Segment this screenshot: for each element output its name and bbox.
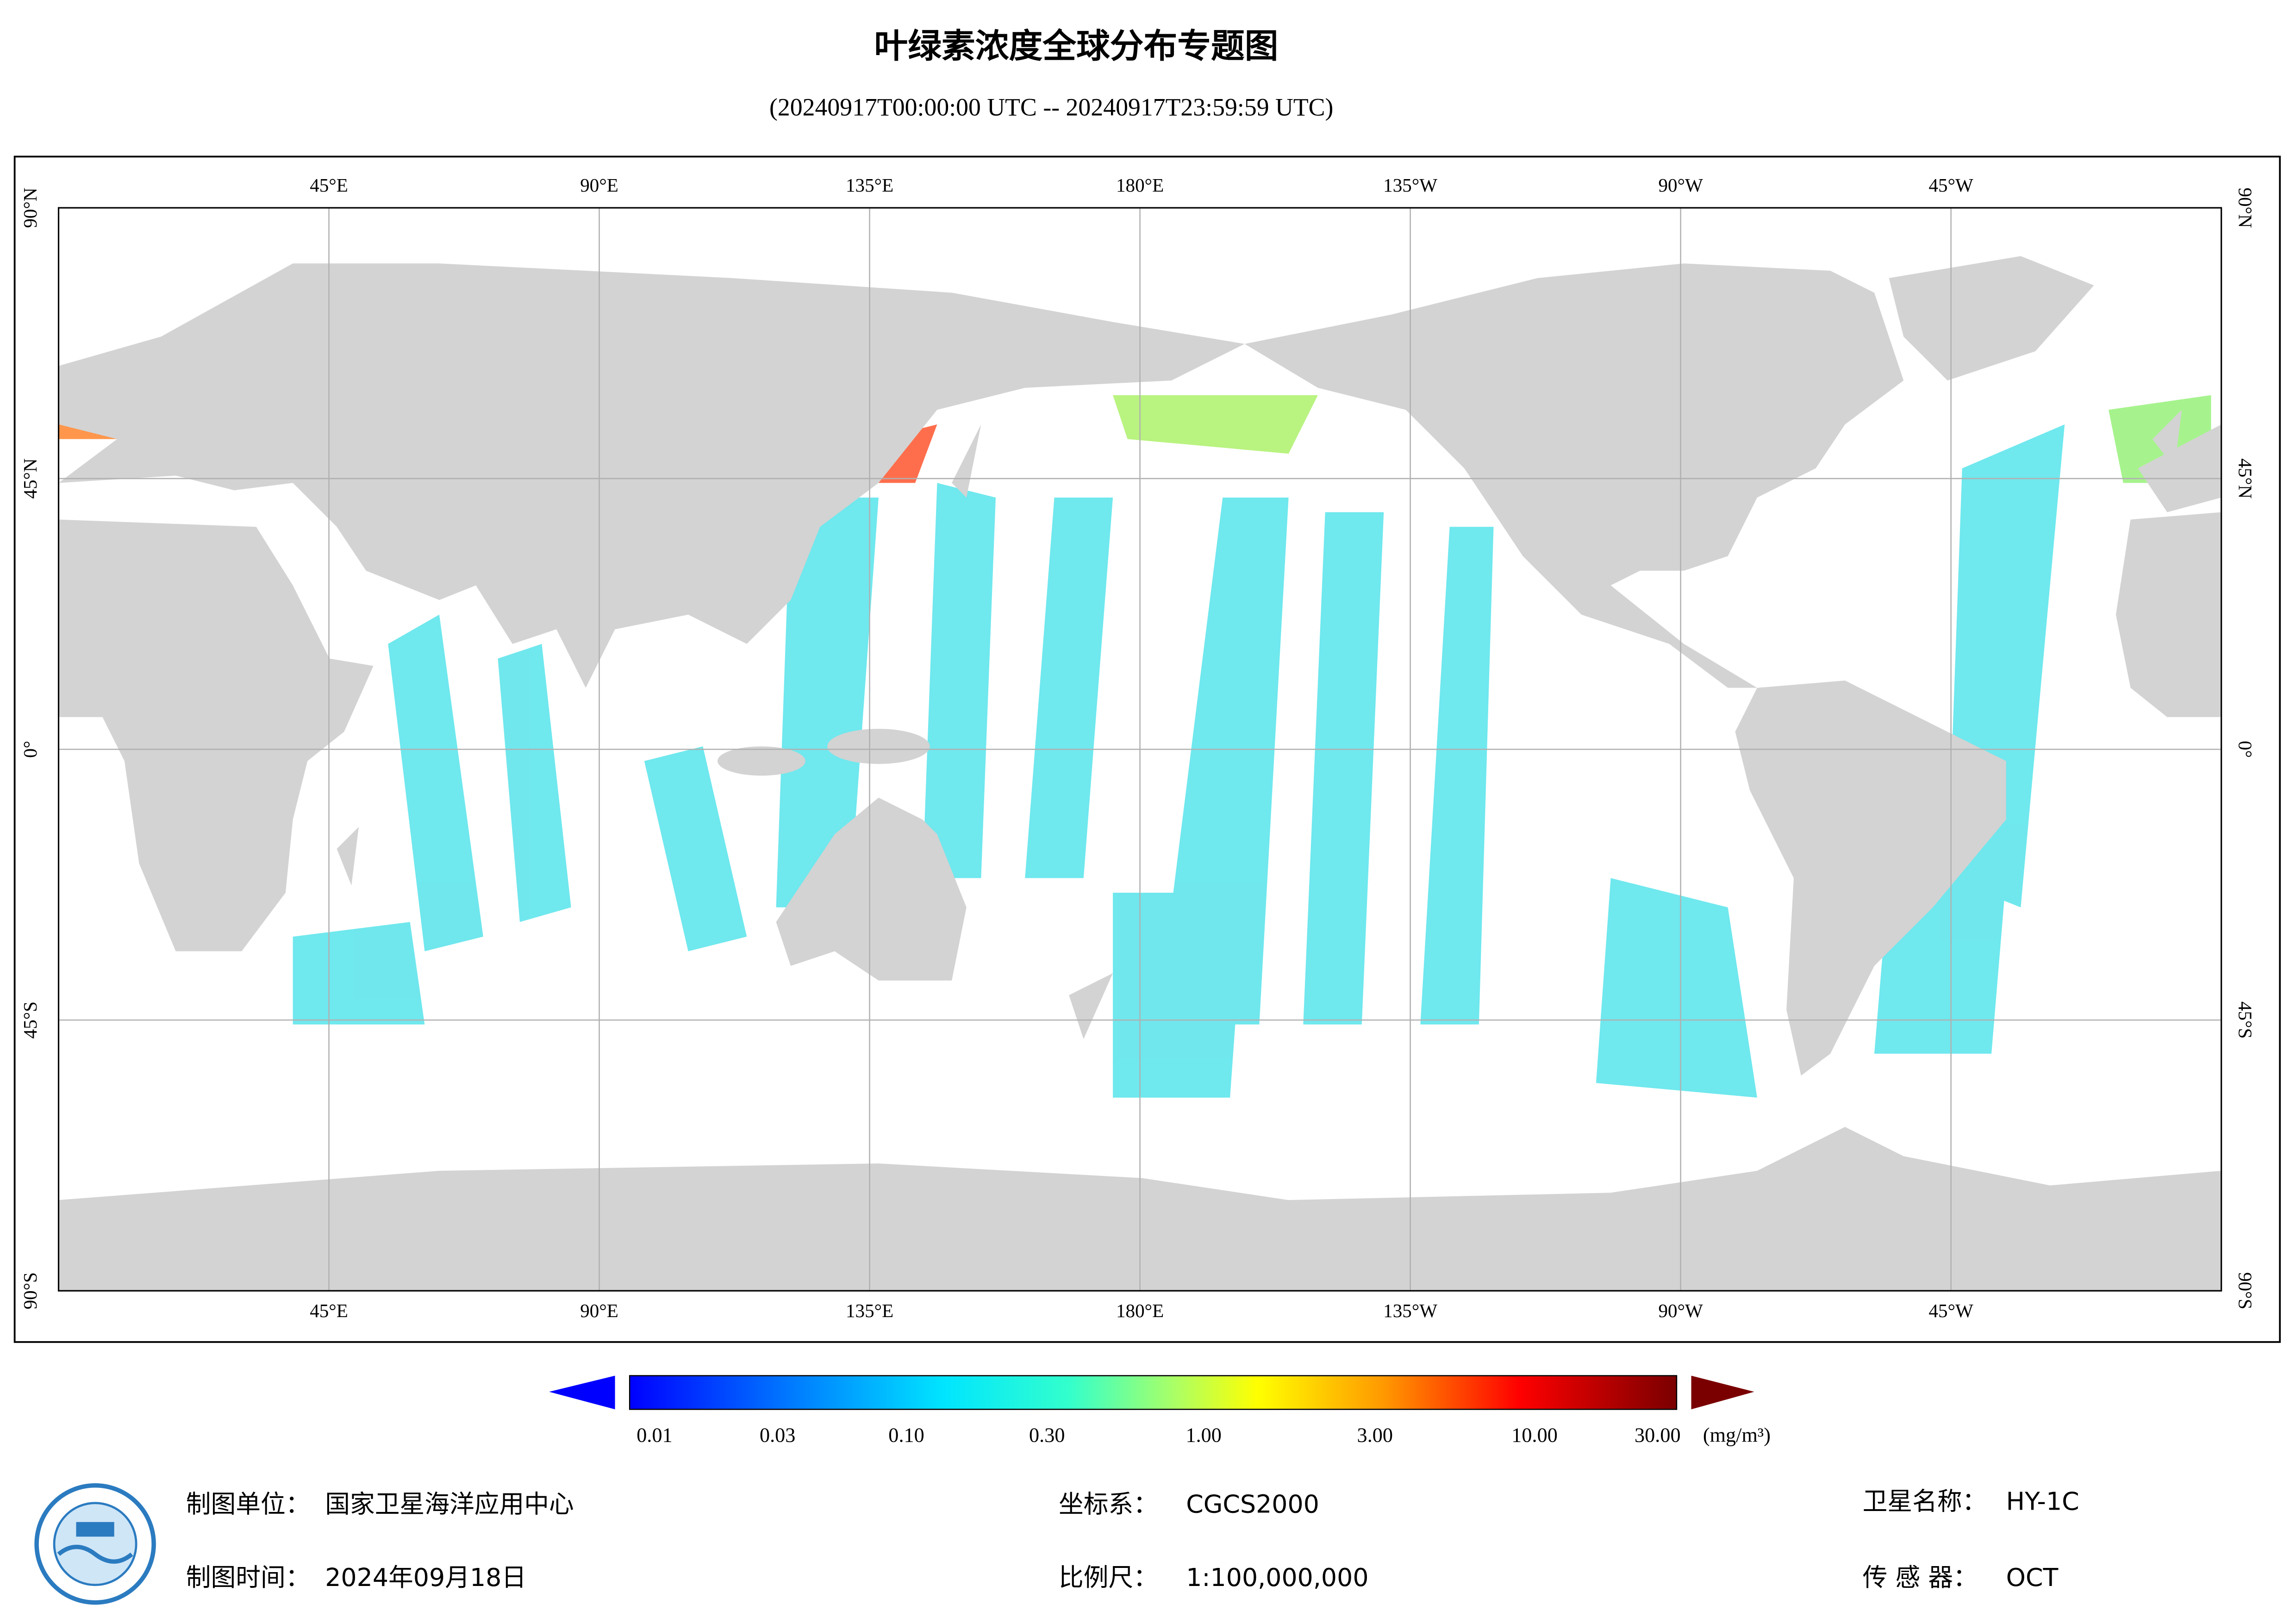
lat-label-right: 0° [2235,741,2256,758]
graticule: 45°E 45°E 90°E 90°E 135°E 135°E 180°E 180°E 135°… [19,174,2256,1321]
footer-unit-label: 制图单位： [186,1490,311,1519]
footer-crs-label: 坐标系： [1059,1490,1158,1519]
lon-label-top: 180°E [1116,174,1164,196]
title: 叶绿素浓度全球分布专题图 [874,26,1279,66]
footer-crs: CGCS2000 [1186,1490,1319,1519]
lon-label-top: 135°E [846,174,893,196]
footer-satellite: HY-1C [2006,1486,2079,1516]
colorbar-ticks: 0.01 0.03 0.10 0.30 1.00 3.00 10.00 30.00 [636,1424,1680,1447]
lat-label-left: 45°N [19,458,41,498]
lon-label-bottom: 45°E [310,1300,348,1321]
lon-label-bottom: 135°W [1383,1300,1437,1321]
lon-label-top: 90°E [580,174,618,196]
lat-label-left: 90°N [19,187,41,228]
colorbar-high-arrow [1691,1375,1754,1410]
lat-label-right: 90°S [2235,1272,2256,1309]
lon-label-bottom: 135°E [846,1300,893,1321]
colorbar-tick-label: 0.03 [760,1424,795,1447]
lon-label-top: 45°E [310,174,348,196]
lon-label-bottom: 90°E [580,1300,618,1321]
footer-scale-label: 比例尺： [1059,1563,1158,1592]
lon-label-bottom: 180°E [1116,1300,1164,1321]
map-frame [13,155,2281,1343]
colorbar-tick-label: 0.01 [636,1424,672,1447]
colorbar-tick-label: 0.30 [1029,1424,1065,1447]
colorbar [629,1375,1678,1410]
footer-scale: 1:100,000,000 [1186,1563,1368,1592]
lat-label-left: 90°S [19,1272,41,1309]
lon-label-top: 90°W [1658,174,1703,196]
lat-label-left: 45°S [19,1001,41,1038]
colorbar-tick-label: 0.10 [888,1424,924,1447]
footer-sensor-label: 传 感 器： [1863,1563,1978,1592]
lon-label-bottom: 90°W [1658,1300,1703,1321]
lat-label-left: 0° [19,741,41,758]
lat-label-right: 45°S [2235,1001,2256,1038]
map-border [57,207,2222,1292]
footer-unit: 国家卫星海洋应用中心 [325,1490,574,1519]
footer-sensor: OCT [2006,1563,2059,1592]
footer-time-label: 制图时间： [186,1563,311,1592]
lon-label-top: 135°W [1383,174,1437,196]
colorbar-tick-label: 30.00 [1635,1424,1681,1447]
colorbar-tick-label: 1.00 [1185,1424,1221,1447]
colorbar-unit: (mg/m³) [1703,1424,1771,1447]
lon-label-bottom: 45°W [1928,1300,1973,1321]
colorbar-tick-label: 10.00 [1511,1424,1558,1447]
footer-satellite-label: 卫星名称： [1863,1486,1987,1516]
colorbar-tick-label: 3.00 [1357,1424,1393,1447]
lon-label-top: 45°W [1928,174,1973,196]
lat-label-right: 45°N [2235,458,2256,498]
footer-time: 2024年09月18日 [325,1563,526,1592]
lat-label-right: 90°N [2235,187,2256,228]
logo [34,1483,156,1605]
colorbar-low-arrow [549,1375,615,1410]
subtitle: (20240917T00:00:00 UTC -- 20240917T23:59… [769,93,1333,121]
